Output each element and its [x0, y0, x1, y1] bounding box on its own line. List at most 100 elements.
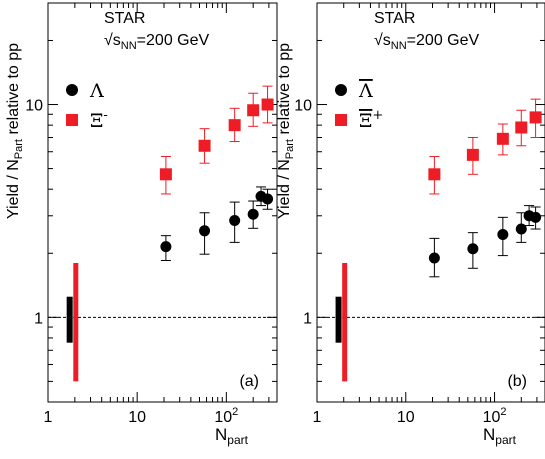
marker-circle: [262, 193, 274, 205]
energy-symbol: √s: [104, 32, 121, 49]
x-axis-title-main: N: [483, 425, 495, 444]
data-point-square: [515, 109, 528, 147]
panel-label: (b): [507, 373, 527, 390]
marker-square: [428, 168, 441, 181]
data-point-square: [529, 98, 542, 138]
marker-square: [159, 168, 172, 181]
data-point-circle: [428, 237, 440, 278]
x-tick-label: 1: [44, 409, 53, 426]
y-tick-label: 1: [34, 310, 43, 327]
y-tick-label: 1: [303, 310, 312, 327]
x-tick-label: 1: [313, 409, 322, 426]
data-point-square: [466, 136, 479, 175]
marker-circle: [160, 241, 172, 253]
legend-label-superscript: +: [372, 108, 383, 123]
experiment-label: STAR: [374, 10, 415, 27]
marker-square: [198, 139, 211, 152]
legend-label: Ξ+: [359, 108, 383, 132]
energy-subscript: NN: [121, 40, 137, 52]
data-point-circle: [199, 212, 211, 255]
data-point-circle: [497, 216, 509, 257]
legend-marker-circle: [66, 84, 78, 96]
scale-error-bar: [73, 263, 79, 382]
x-tick-label-text: 1: [44, 409, 53, 426]
legend-label-superscript: -: [103, 108, 107, 123]
y-axis-title-main: Yield / N: [276, 159, 293, 219]
data-point-circle: [515, 212, 527, 243]
marker-circle: [497, 229, 509, 241]
legend-label: Ξ-: [90, 108, 108, 132]
plot-frame: [316, 2, 545, 403]
data-point-square: [261, 85, 274, 124]
x-tick-label-text: 10: [483, 409, 501, 426]
marker-circle: [199, 225, 211, 237]
legend-marker-square: [66, 114, 78, 126]
marker-circle: [428, 252, 440, 264]
data-point-circle: [530, 206, 542, 230]
x-tick-label: 10: [397, 409, 415, 426]
y-tick-label: 10: [25, 98, 43, 115]
x-axis-title: Npart: [483, 425, 517, 447]
marker-square: [496, 132, 509, 145]
data-point-circle: [229, 201, 241, 243]
scale-error-bar: [335, 296, 342, 343]
marker-square: [261, 98, 274, 111]
scale-error-bar: [342, 263, 348, 382]
marker-circle: [530, 211, 542, 223]
panel-label: (a): [239, 373, 259, 390]
legend-marker-square: [335, 114, 347, 126]
y-axis-title-subscript: Part: [13, 139, 25, 159]
legend-label-name: Ξ: [90, 110, 103, 132]
y-axis-title-tail: relative to pp: [5, 43, 22, 139]
data-point-circle: [467, 232, 479, 269]
data-point-square: [198, 128, 211, 164]
data-point-square: [228, 107, 241, 143]
experiment-label: STAR: [104, 10, 145, 27]
marker-circle: [247, 208, 259, 220]
energy-value: =200 GeV: [407, 32, 480, 49]
data-point-circle: [160, 235, 172, 261]
x-axis-title-main: N: [215, 425, 227, 444]
legend-label: Λ: [358, 80, 373, 102]
data-point-square: [159, 155, 172, 195]
y-axis-title-subscript: Part: [284, 139, 296, 159]
x-tick-label-text: 10: [397, 409, 415, 426]
x-tick-label-text: 1: [313, 409, 322, 426]
x-axis-title: Npart: [215, 425, 249, 447]
data-point-circle: [247, 200, 259, 229]
data-point-square: [247, 92, 260, 127]
y-axis-title-tail: relative to pp: [276, 43, 293, 139]
marker-circle: [515, 223, 527, 235]
legend-label-name: Λ: [89, 80, 104, 102]
marker-square: [228, 119, 241, 132]
marker-circle: [229, 215, 241, 227]
legend-marker-circle: [335, 84, 347, 96]
data-point-circle: [262, 188, 274, 210]
x-tick-label: 102: [214, 406, 238, 426]
y-axis-title-main: Yield / N: [5, 159, 22, 219]
y-axis-title: Yield / NPart relative to pp: [5, 43, 25, 219]
x-tick-label-text: 10: [128, 409, 146, 426]
marker-square: [529, 111, 542, 124]
x-tick-label: 102: [483, 406, 507, 426]
x-axis-title-subscript: part: [227, 433, 248, 447]
marker-circle: [467, 243, 479, 255]
x-axis-title-subscript: part: [495, 433, 516, 447]
energy-label: √sNN=200 GeV: [104, 32, 210, 52]
energy-symbol: √s: [374, 32, 391, 49]
marker-square: [466, 148, 479, 161]
marker-square: [515, 121, 528, 134]
x-tick-label-exponent: 2: [232, 406, 238, 418]
energy-subscript: NN: [391, 40, 407, 52]
legend-label-name: Λ: [358, 80, 373, 102]
legend-label-name: Ξ: [359, 110, 372, 132]
energy-label: √sNN=200 GeV: [374, 32, 480, 52]
x-tick-label-text: 10: [214, 409, 232, 426]
marker-square: [247, 104, 260, 117]
plot-frame: [47, 2, 278, 403]
energy-value: =200 GeV: [137, 32, 210, 49]
data-point-square: [496, 123, 509, 156]
